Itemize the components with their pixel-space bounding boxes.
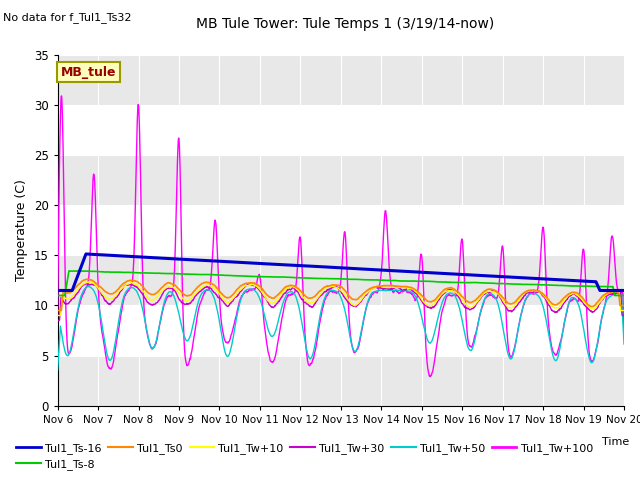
- Bar: [58, 205, 624, 255]
- Bar: [58, 105, 624, 156]
- Bar: [58, 55, 624, 105]
- Text: MB_tule: MB_tule: [60, 66, 116, 79]
- Bar: [58, 305, 624, 356]
- Text: MB Tule Tower: Tule Temps 1 (3/19/14-now): MB Tule Tower: Tule Temps 1 (3/19/14-now…: [196, 17, 495, 31]
- Legend: Tul1_Ts-16, Tul1_Ts-8, Tul1_Ts0, Tul1_Tw+10, Tul1_Tw+30, Tul1_Tw+50, Tul1_Tw+100: Tul1_Ts-16, Tul1_Ts-8, Tul1_Ts0, Tul1_Tw…: [12, 438, 598, 474]
- Text: Time: Time: [602, 437, 630, 447]
- Bar: [58, 356, 624, 406]
- Bar: [58, 156, 624, 205]
- Text: No data for f_Tul1_Ts32: No data for f_Tul1_Ts32: [3, 12, 132, 23]
- Bar: [58, 255, 624, 305]
- Y-axis label: Temperature (C): Temperature (C): [15, 180, 28, 281]
